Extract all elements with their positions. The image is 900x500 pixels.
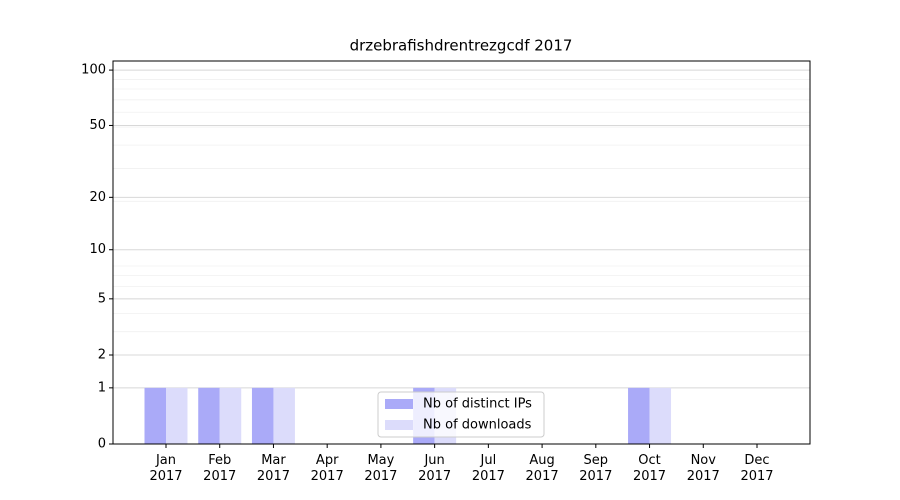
y-tick-label: 5 — [98, 291, 106, 306]
x-tick-label: Jul 2017 — [471, 453, 505, 484]
x-tick-label: Aug 2017 — [525, 453, 559, 484]
x-tick-label: Oct 2017 — [632, 453, 667, 484]
x-tick-label: Nov 2017 — [686, 453, 720, 484]
bar — [219, 387, 242, 444]
chart-title: drzebrafishdrentrezgcdf 2017 — [350, 37, 573, 55]
y-tick-label: 100 — [81, 63, 106, 78]
bar — [649, 387, 672, 444]
y-tick-label: 0 — [98, 437, 106, 452]
x-tick-label: Sep 2017 — [579, 453, 613, 484]
y-tick-label: 1 — [98, 380, 106, 395]
bar — [273, 387, 295, 444]
x-tick-label: Apr 2017 — [310, 453, 344, 484]
legend-label: Nb of distinct IPs — [423, 397, 532, 412]
y-tick-label: 2 — [98, 347, 106, 362]
bar — [251, 387, 274, 444]
bar — [166, 387, 188, 444]
y-tick-label: 50 — [89, 118, 106, 133]
legend-box — [377, 391, 545, 438]
bar — [198, 387, 220, 444]
legend-swatch — [385, 420, 413, 430]
legend: Nb of distinct IPs Nb of downloads — [377, 391, 545, 438]
x-tick-label: May 2017 — [364, 453, 398, 484]
x-tick-label: Feb 2017 — [203, 453, 237, 484]
x-tick-label: Mar 2017 — [256, 453, 290, 484]
bar — [144, 387, 166, 444]
legend-swatch — [385, 399, 413, 409]
x-tick-label: Jan 2017 — [149, 453, 183, 484]
legend-label: Nb of downloads — [423, 418, 532, 433]
plot-frame — [112, 60, 811, 445]
x-tick-label: Jun 2017 — [418, 453, 452, 484]
x-tick-label: Dec 2017 — [740, 453, 774, 484]
bar — [628, 387, 650, 444]
y-tick-label: 10 — [89, 242, 106, 257]
y-tick-label: 20 — [89, 190, 106, 205]
